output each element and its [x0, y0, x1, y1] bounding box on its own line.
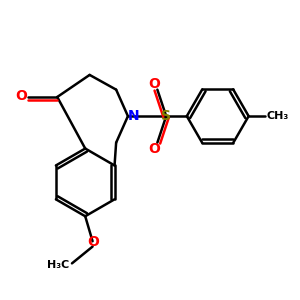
Text: O: O	[87, 235, 99, 249]
Text: S: S	[161, 109, 171, 123]
Text: O: O	[15, 88, 27, 103]
Text: N: N	[128, 109, 139, 122]
Text: O: O	[148, 142, 160, 156]
Text: H₃C: H₃C	[47, 260, 70, 270]
Text: O: O	[148, 77, 160, 91]
Text: CH₃: CH₃	[266, 110, 289, 121]
